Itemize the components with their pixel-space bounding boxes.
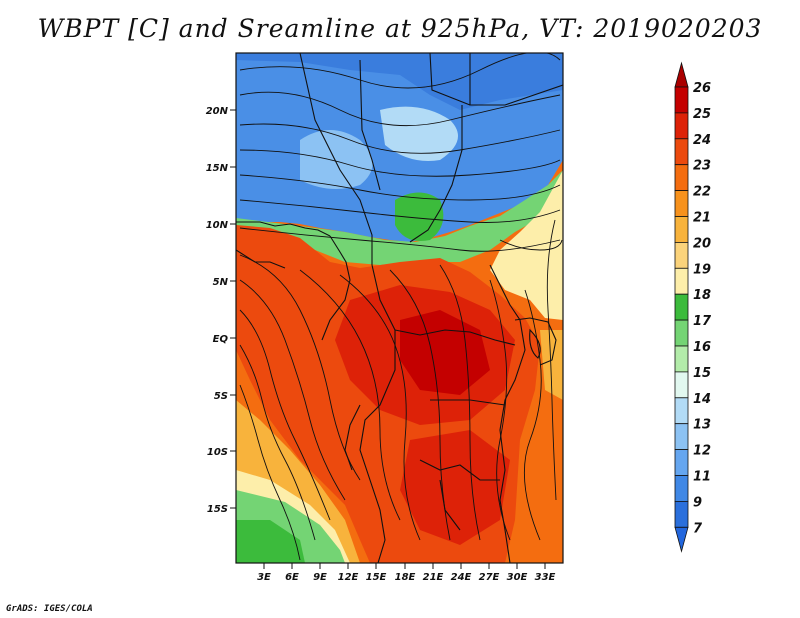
latitude-axis: 20N 15N 10N 5N EQ 5S 10S 15S (206, 106, 236, 515)
streamlines (239, 53, 563, 561)
colorbar-swatch (674, 112, 689, 140)
colorbar-label: 7 (693, 521, 703, 536)
lat-label: 10N (206, 220, 229, 231)
lon-label: 9E (313, 572, 327, 583)
lon-label: 15E (366, 572, 387, 583)
grads-credit: GrADS: IGES/COLA (6, 604, 93, 614)
colorbar-label: 18 (693, 288, 711, 303)
colorbar-bottom-arrow (674, 526, 689, 553)
colorbar-top-arrow (674, 61, 689, 88)
colorbar-swatch (674, 371, 689, 399)
lon-label: 18E (395, 572, 416, 583)
colorbar-swatch (674, 138, 689, 166)
lon-label: 30E (507, 572, 528, 583)
colorbar-label: 24 (693, 133, 711, 148)
colorbar-label: 16 (693, 340, 711, 355)
colorbar-label: 26 (693, 81, 711, 96)
colorbar-swatch (674, 293, 689, 321)
lat-label: EQ (213, 334, 229, 345)
colorbar-label: 21 (693, 211, 711, 226)
colorbar-label: 23 (693, 159, 711, 174)
colorbar-label: 12 (693, 444, 711, 459)
colorbar-swatch (674, 190, 689, 217)
colorbar-label: 13 (693, 418, 711, 433)
lon-label: 24E (451, 572, 472, 583)
colorbar-label: 20 (693, 236, 711, 251)
colorbar-label: 19 (693, 262, 711, 277)
lon-label: 27E (479, 572, 500, 583)
colorbar-swatch (674, 241, 689, 269)
colorbar-label: 25 (693, 107, 711, 122)
colorbar-swatch (674, 319, 689, 347)
lat-label: 15N (206, 163, 229, 174)
lon-label: 3E (257, 572, 271, 583)
colorbar-label: 11 (693, 470, 711, 485)
country-borders (236, 53, 563, 563)
colorbar-label: 22 (693, 185, 711, 200)
colorbar-label: 14 (693, 392, 711, 407)
lon-label: 12E (338, 572, 359, 583)
lat-label: 20N (206, 106, 229, 117)
longitude-axis: 3E 6E 9E 12E 15E 18E 21E 24E 27E 30E 33E (257, 563, 556, 583)
colorbar-label: 17 (693, 314, 712, 329)
lat-label: 15S (207, 504, 228, 515)
wbpt-field (236, 53, 563, 563)
colorbar-swatch (674, 345, 689, 373)
colorbar: 26 25 24 23 22 21 20 19 18 17 16 15 14 13 12 11 9 7 (674, 61, 712, 553)
colorbar-label: 15 (693, 366, 711, 381)
colorbar-swatch (674, 449, 689, 476)
map-title: WBPT [C] and Sreamline at 925hPa, VT: 20… (37, 14, 763, 43)
lat-label: 5N (213, 277, 229, 288)
lon-label: 21E (423, 572, 444, 583)
colorbar-label: 9 (693, 495, 702, 510)
lon-label: 33E (535, 572, 556, 583)
colorbar-swatch (674, 397, 689, 425)
map-frame (235, 52, 564, 564)
colorbar-swatch (674, 423, 689, 451)
lat-label: 5S (214, 391, 228, 402)
lon-label: 6E (285, 572, 299, 583)
colorbar-swatch (674, 267, 689, 295)
colorbar-swatch (674, 475, 689, 502)
lat-label: 10S (207, 447, 228, 458)
colorbar-swatch (674, 164, 689, 191)
colorbar-swatch (674, 216, 689, 243)
colorbar-swatch (674, 86, 689, 114)
colorbar-swatch (674, 500, 689, 528)
